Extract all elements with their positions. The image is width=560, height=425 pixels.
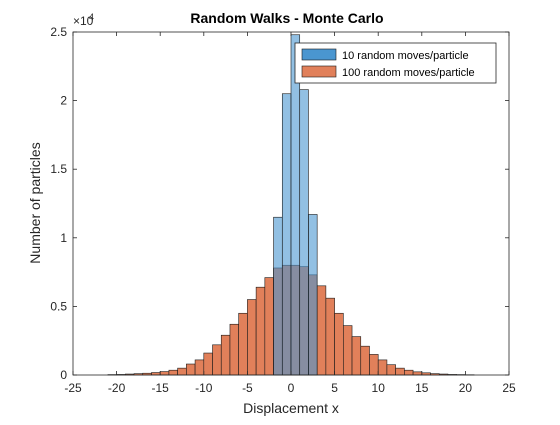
bar-series-1-bin-2 xyxy=(282,94,291,375)
bar-series-2-bin-16 xyxy=(247,300,256,375)
y-tick-label-5: 2.5 xyxy=(50,25,67,39)
legend-swatch-1 xyxy=(302,49,336,60)
bar-series-2-bin-6 xyxy=(160,372,169,375)
bar-series-2-bin-34 xyxy=(404,370,413,375)
y-axis-label: Number of particles xyxy=(27,142,43,263)
bar-series-2-bin-9 xyxy=(186,364,195,375)
bar-series-2-bin-33 xyxy=(396,368,405,375)
bar-series-2-bin-31 xyxy=(378,360,387,375)
bar-series-1-bin-4 xyxy=(300,90,309,375)
y-tick-label-0: 0 xyxy=(60,368,67,382)
y-tick-label-3: 1.5 xyxy=(50,162,67,176)
y-tick-label-4: 2 xyxy=(60,94,67,108)
x-tick-label-10: 25 xyxy=(502,381,516,395)
x-tick-label-2: -15 xyxy=(152,381,170,395)
bar-series-2-bin-13 xyxy=(221,335,230,375)
x-tick-label-7: 10 xyxy=(372,381,386,395)
bar-series-2-bin-12 xyxy=(213,345,222,375)
bar-series-2-bin-17 xyxy=(256,287,265,375)
bar-series-2-bin-32 xyxy=(387,365,396,375)
bar-series-2-bin-18 xyxy=(265,278,274,375)
bar-series-2-bin-10 xyxy=(195,360,204,375)
bar-series-2-bin-15 xyxy=(239,313,248,375)
bar-series-2-bin-25 xyxy=(326,298,335,375)
bar-series-2-bin-14 xyxy=(230,324,239,375)
bar-series-2-bin-29 xyxy=(361,346,370,375)
y-exponent-power: 4 xyxy=(89,12,94,22)
legend-label-1: 10 random moves/particle xyxy=(342,50,469,62)
bar-series-2-bin-24 xyxy=(317,286,326,375)
y-tick-label-1: 0.5 xyxy=(50,299,67,313)
legend-label-2: 100 random moves/particle xyxy=(342,67,475,79)
x-tick-label-5: 0 xyxy=(288,381,295,395)
x-axis-label: Displacement x xyxy=(243,400,339,416)
legend: 10 random moves/particle 100 random move… xyxy=(295,43,496,83)
x-tick-label-3: -10 xyxy=(195,381,213,395)
bar-series-1-bin-5 xyxy=(308,214,317,375)
bar-series-2-bin-11 xyxy=(204,353,213,375)
x-tick-label-6: 5 xyxy=(331,381,338,395)
y-tick-label-2: 1 xyxy=(60,231,67,245)
legend-swatch-2 xyxy=(302,66,336,77)
bars-layer xyxy=(108,35,474,375)
bar-series-1-bin-1 xyxy=(274,217,283,375)
x-tick-label-1: -20 xyxy=(108,381,126,395)
bar-series-2-bin-30 xyxy=(369,354,378,375)
x-tick-label-9: 20 xyxy=(459,381,473,395)
x-tick-label-4: -5 xyxy=(242,381,253,395)
bar-series-2-bin-35 xyxy=(413,372,422,375)
bar-series-2-bin-7 xyxy=(169,370,178,375)
chart-title: Random Walks - Monte Carlo xyxy=(190,10,383,26)
bar-series-2-bin-26 xyxy=(335,313,344,375)
bar-series-2-bin-28 xyxy=(352,337,361,375)
x-tick-label-8: 15 xyxy=(415,381,429,395)
x-tick-label-0: -25 xyxy=(64,381,82,395)
bar-series-1-bin-3 xyxy=(291,35,300,375)
bar-series-2-bin-8 xyxy=(178,368,187,375)
bar-series-2-bin-27 xyxy=(343,326,352,375)
